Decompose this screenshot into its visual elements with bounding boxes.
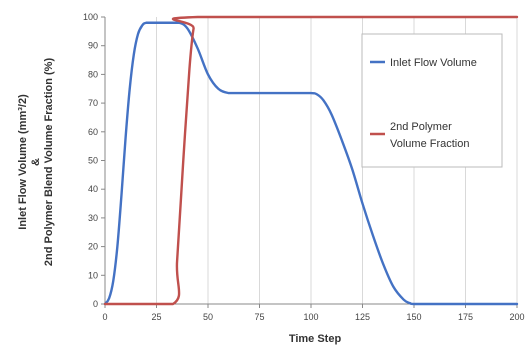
series-lines: [103, 15, 519, 306]
x-tick-label-50: 50: [203, 312, 213, 322]
x-tick-label-200: 200: [509, 312, 524, 322]
x-tick-label-100: 100: [303, 312, 318, 322]
y-tick-label-30: 30: [88, 213, 98, 223]
y-axis-title-line2: &: [30, 158, 42, 166]
y-tick-label-50: 50: [88, 156, 98, 166]
tick-labels: 0 10 20 30 40 50 60 70 80 90 100 0 25 50 75 100 125 150 17…: [83, 12, 525, 322]
x-tick-label-75: 75: [254, 312, 264, 322]
x-tick-label-25: 25: [151, 312, 161, 322]
x-tick-label-125: 125: [355, 312, 370, 322]
legend-label-inlet-flow: Inlet Flow Volume: [390, 57, 477, 69]
series-line-polymer-volume-fraction: [103, 15, 519, 306]
x-tick-label-175: 175: [458, 312, 473, 322]
legend-box: [361, 33, 503, 168]
y-axis-title-line3: 2nd Polymer Blend Volume Fraction (%): [43, 58, 55, 267]
y-tick-label-20: 20: [88, 242, 98, 252]
y-tick-label-70: 70: [88, 98, 98, 108]
y-tick-label-80: 80: [88, 69, 98, 79]
y-tick-label-10: 10: [88, 270, 98, 280]
y-tick-label-100: 100: [83, 12, 98, 22]
x-tick-label-150: 150: [406, 312, 421, 322]
y-tick-label-40: 40: [88, 184, 98, 194]
x-tick-label-0: 0: [102, 312, 107, 322]
legend-label-polymer-fraction-line1: 2nd Polymer: [390, 121, 452, 133]
legend: Inlet Flow Volume 2nd Polymer Volume Fra…: [361, 33, 503, 168]
series-line-inlet-flow-volume: [103, 21, 519, 306]
y-tick-label-90: 90: [88, 41, 98, 51]
y-axis-title-line1: Inlet Flow Volume (mm³/2): [17, 94, 29, 230]
y-axis-title: Inlet Flow Volume (mm³/2) & 2nd Polymer …: [17, 58, 55, 267]
y-tick-label-60: 60: [88, 127, 98, 137]
x-axis-title: Time Step: [289, 333, 342, 345]
y-tick-label-0: 0: [93, 299, 98, 309]
legend-label-polymer-fraction-line2: Volume Fraction: [390, 138, 469, 150]
